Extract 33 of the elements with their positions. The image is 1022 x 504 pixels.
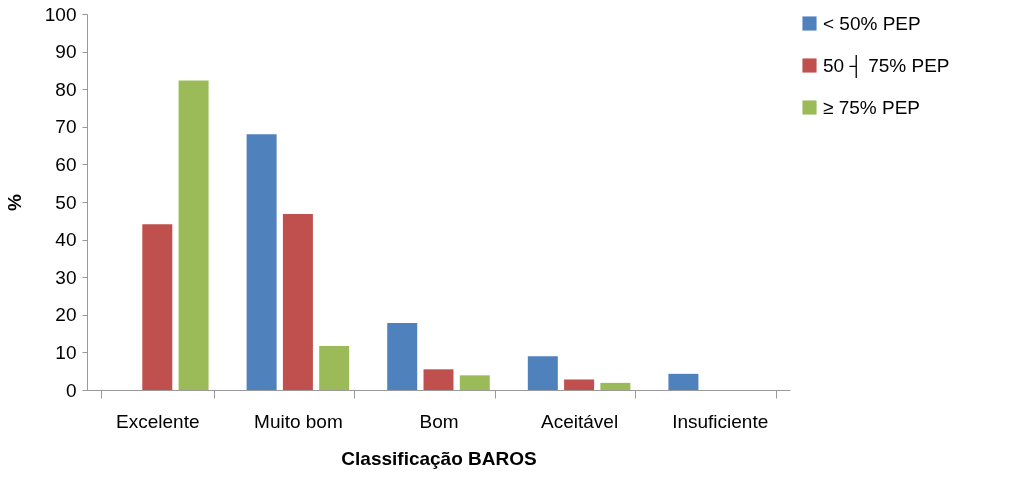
bar (668, 373, 699, 390)
bar (178, 80, 209, 390)
legend-label: ≥ 75% PEP (823, 96, 921, 118)
bar (282, 214, 313, 390)
bar (459, 375, 490, 390)
bar (246, 134, 277, 390)
y-tick-label: 30 (55, 266, 77, 288)
legend-label: 50 ┤ 75% PEP (823, 53, 950, 78)
x-tick-label: Muito bom (254, 410, 343, 432)
y-tick-label: 100 (44, 3, 77, 25)
bar (387, 323, 418, 390)
y-tick-label: 90 (55, 41, 77, 63)
x-tick-label: Excelente (116, 410, 200, 432)
y-tick-label: 70 (55, 116, 77, 138)
bar (423, 369, 454, 390)
bar (600, 382, 631, 390)
x-tick-label: Insuficiente (672, 410, 769, 432)
x-axis-title: Classificação BAROS (341, 447, 537, 469)
legend-label: < 50% PEP (823, 12, 921, 34)
y-tick-label: 0 (65, 379, 77, 401)
y-tick-label: 80 (55, 78, 77, 100)
bar (142, 224, 173, 390)
x-tick-label: Bom (419, 410, 459, 432)
bar (319, 346, 350, 390)
bar (564, 379, 595, 390)
x-tick-label: Aceitável (541, 410, 619, 432)
y-tick-label: 50 (55, 191, 77, 213)
y-tick-label: 60 (55, 153, 77, 175)
bar (527, 356, 558, 390)
y-tick-label: 40 (55, 229, 77, 251)
y-tick-label: 10 (55, 341, 77, 363)
y-axis-title: % (3, 193, 25, 211)
y-tick-label: 20 (55, 304, 77, 326)
